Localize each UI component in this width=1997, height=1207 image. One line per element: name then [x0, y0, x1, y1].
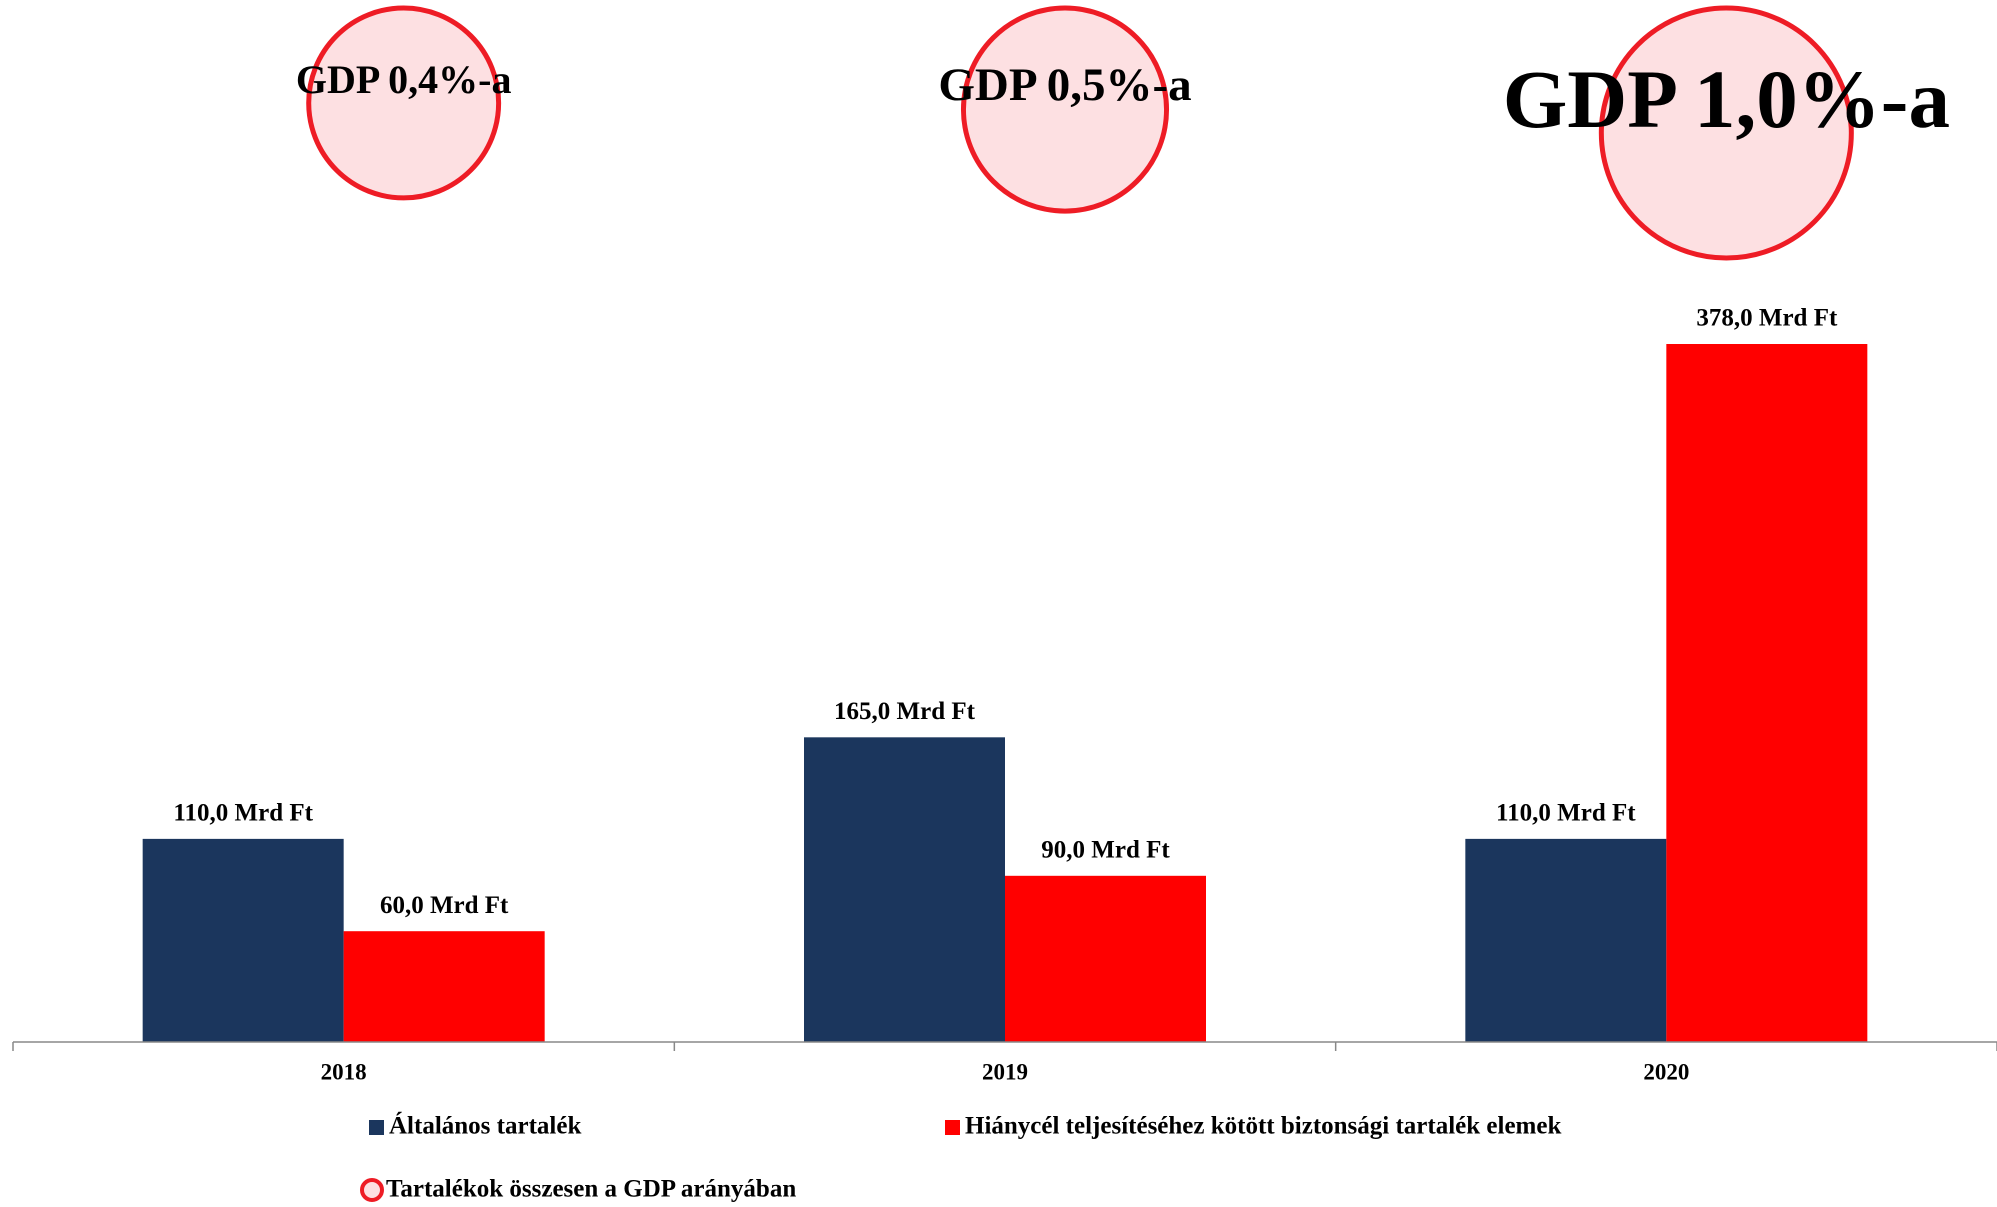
- bar: [1465, 838, 1667, 1042]
- bar: [804, 737, 1005, 1042]
- bubble: [1598, 5, 1854, 261]
- legend-label: Általános tartalék: [389, 1112, 581, 1140]
- data-label: 110,0 Mrd Ft: [1496, 800, 1636, 827]
- legend-label: Hiánycél teljesítéséhez kötött biztonság…: [965, 1113, 1561, 1140]
- bubble-label: GDP 0,5%-a: [938, 59, 1191, 111]
- data-label: 165,0 Mrd Ft: [834, 698, 976, 725]
- data-label: 110,0 Mrd Ft: [173, 800, 313, 827]
- legend-swatch: [360, 1178, 384, 1202]
- bar: [142, 838, 344, 1042]
- bubble: [306, 5, 502, 201]
- x-tick-label: 2020: [1643, 1059, 1689, 1084]
- bubble-label: GDP 1,0%-a: [1503, 53, 1950, 145]
- legend-label: Tartalékok összesen a GDP arányában: [386, 1176, 796, 1203]
- bar: [343, 931, 545, 1042]
- legend-swatch: [369, 1120, 384, 1135]
- bar: [1666, 344, 1868, 1042]
- legend-swatch: [945, 1120, 960, 1135]
- data-label: 378,0 Mrd Ft: [1696, 305, 1838, 332]
- x-tick-label: 2018: [321, 1059, 367, 1084]
- data-label: 90,0 Mrd Ft: [1041, 837, 1170, 864]
- data-label: 60,0 Mrd Ft: [380, 892, 509, 919]
- bubble-label: GDP 0,4%-a: [296, 57, 512, 102]
- bar: [1005, 875, 1206, 1042]
- x-tick-label: 2019: [982, 1059, 1028, 1084]
- bubble: [960, 5, 1170, 214]
